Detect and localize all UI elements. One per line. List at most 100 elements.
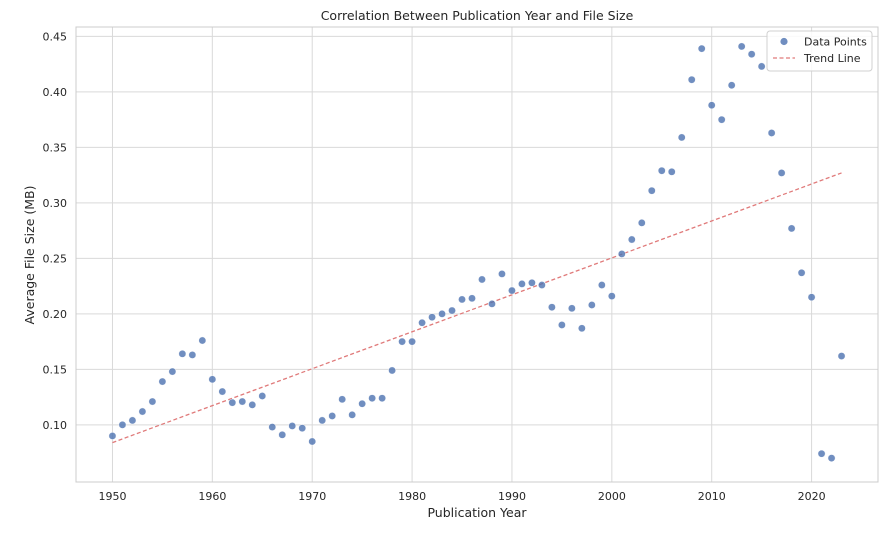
- data-point: [278, 431, 287, 439]
- data-point: [368, 394, 376, 403]
- data-point: [677, 133, 686, 142]
- data-point: [707, 101, 716, 110]
- x-tick-label: 1960: [198, 490, 226, 503]
- data-point: [717, 115, 726, 124]
- x-tick-label: 2020: [798, 490, 826, 503]
- data-point: [498, 270, 506, 278]
- data-point: [588, 301, 596, 309]
- data-point: [288, 422, 297, 430]
- data-point: [538, 281, 546, 289]
- data-point: [198, 336, 207, 345]
- data-point: [188, 351, 197, 359]
- data-point: [598, 281, 606, 289]
- data-point: [578, 324, 586, 333]
- data-point: [388, 366, 396, 375]
- x-axis-label: Publication Year: [427, 505, 527, 520]
- y-tick-label: 0.35: [43, 141, 68, 154]
- data-point: [298, 424, 307, 432]
- data-point: [687, 75, 696, 84]
- legend: Data Points Trend Line: [766, 30, 873, 72]
- data-point: [148, 397, 157, 406]
- data-point: [777, 169, 786, 177]
- legend-label-trend-line: Trend Line: [803, 52, 861, 65]
- y-tick-label: 0.40: [43, 86, 68, 99]
- trend-line-layer: [112, 172, 842, 444]
- data-point: [418, 318, 426, 327]
- y-tick-label: 0.20: [43, 308, 68, 321]
- data-point: [358, 399, 366, 408]
- data-point: [558, 321, 566, 329]
- y-axis-label: Average File Size (MB): [22, 186, 37, 325]
- data-point: [398, 337, 406, 346]
- data-point: [168, 367, 177, 376]
- data-point: [448, 306, 456, 315]
- data-point: [238, 397, 247, 406]
- legend-label-data-points: Data Points: [804, 36, 867, 49]
- data-point: [637, 219, 646, 227]
- data-point: [528, 278, 536, 287]
- data-point: [208, 375, 217, 384]
- data-point: [178, 350, 187, 358]
- chart-title: Correlation Between Publication Year and…: [321, 8, 634, 23]
- data-point: [408, 337, 416, 346]
- data-point: [767, 129, 776, 137]
- x-tick-label: 1990: [498, 490, 526, 503]
- data-point: [328, 412, 336, 420]
- data-point: [827, 454, 836, 462]
- plot-frame: [75, 26, 879, 483]
- legend-scatter-marker: [780, 37, 788, 46]
- x-tick-label: 2010: [698, 490, 726, 503]
- data-point: [817, 449, 826, 458]
- data-point: [248, 401, 257, 409]
- data-point: [428, 313, 436, 322]
- y-tick-labels: 0.10 0.15 0.20 0.25 0.30 0.35 0.40 0.45: [43, 30, 68, 431]
- data-point: [747, 50, 756, 58]
- data-point: [727, 81, 736, 90]
- legend-box: [766, 30, 873, 72]
- data-point: [218, 387, 227, 396]
- y-tick-label: 0.15: [43, 363, 68, 376]
- data-point: [807, 293, 816, 302]
- data-point: [488, 300, 496, 308]
- data-point: [548, 303, 556, 312]
- data-point: [108, 432, 117, 440]
- x-tick-label: 1950: [98, 490, 126, 503]
- x-tick-label: 1980: [398, 490, 426, 503]
- data-point: [158, 377, 167, 386]
- data-point: [458, 295, 466, 304]
- y-tick-label: 0.45: [43, 30, 68, 43]
- data-point: [228, 398, 237, 407]
- data-point: [128, 416, 137, 425]
- data-point: [438, 310, 446, 318]
- data-point: [797, 269, 806, 277]
- data-point: [787, 224, 796, 233]
- x-tick-label: 2000: [598, 490, 626, 503]
- data-point: [308, 437, 317, 446]
- y-tick-label: 0.30: [43, 197, 68, 210]
- data-point: [757, 62, 766, 71]
- data-point: [268, 423, 277, 431]
- y-tick-label: 0.25: [43, 252, 68, 265]
- data-point: [737, 42, 746, 51]
- data-point: [348, 411, 356, 419]
- x-tick-label: 1970: [298, 490, 326, 503]
- data-point: [318, 416, 326, 425]
- data-point: [628, 235, 636, 244]
- data-point: [478, 275, 486, 284]
- data-points-layer: [108, 42, 846, 462]
- data-point: [468, 294, 476, 303]
- y-tick-label: 0.10: [43, 419, 68, 432]
- data-point: [697, 44, 706, 53]
- data-point: [378, 394, 386, 403]
- data-point: [657, 166, 666, 175]
- data-point: [647, 186, 656, 195]
- data-point: [138, 407, 147, 416]
- data-point: [618, 250, 626, 258]
- grid-lines: [76, 27, 878, 482]
- data-point: [667, 168, 676, 176]
- trend-line: [112, 172, 842, 444]
- data-point: [518, 280, 526, 288]
- data-point: [508, 286, 516, 295]
